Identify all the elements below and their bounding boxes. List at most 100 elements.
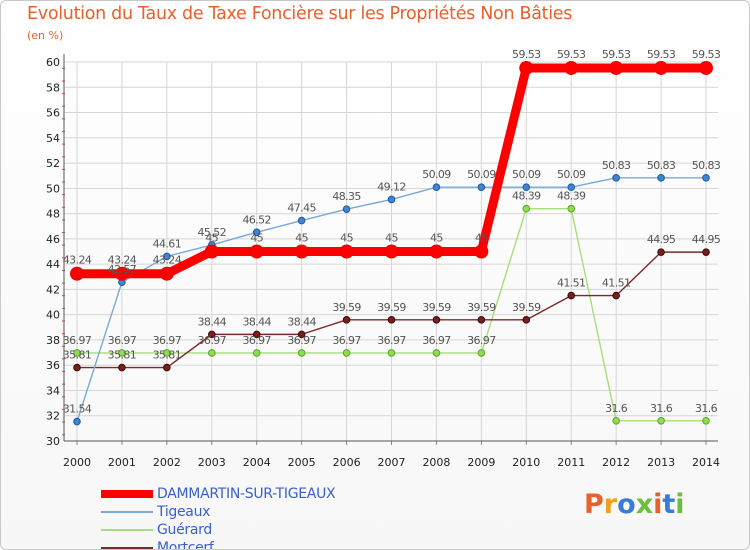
legend-swatch (101, 547, 153, 549)
data-point (163, 252, 171, 261)
y-tick-label: 32 (46, 410, 60, 423)
data-label: 36.97 (198, 334, 227, 347)
proxiti-logo: Proxiti (584, 489, 685, 520)
data-label: 45 (295, 232, 308, 245)
y-tick-label: 34 (46, 384, 60, 397)
data-label: 59.53 (512, 48, 541, 61)
data-label: 59.53 (692, 48, 721, 61)
x-tick-label: 2013 (647, 456, 675, 469)
data-point (612, 174, 620, 182)
data-label: 36.97 (153, 334, 182, 347)
data-point (702, 416, 710, 425)
data-point (564, 60, 579, 75)
data-point (432, 349, 441, 357)
data-label: 50.83 (692, 159, 721, 172)
data-label: 50.09 (512, 168, 541, 181)
data-point (432, 316, 441, 324)
data-label: 41.51 (602, 277, 631, 290)
data-label: 43.24 (63, 254, 92, 267)
data-point (387, 316, 396, 324)
logo-letter: o (617, 489, 636, 520)
data-label: 31.6 (605, 402, 628, 415)
data-label: 45 (340, 232, 353, 245)
legend-swatch (101, 529, 153, 531)
data-point (163, 363, 171, 372)
data-point (474, 244, 489, 259)
data-point (477, 316, 486, 324)
x-tick-label: 2009 (467, 456, 495, 469)
chart-title: Evolution du Taux de Taxe Foncière sur l… (27, 4, 573, 24)
y-tick-label: 56 (46, 107, 60, 120)
y-tick-label: 54 (46, 132, 60, 145)
data-label: 43.24 (153, 254, 182, 267)
data-point (384, 244, 399, 259)
data-label: 36.97 (377, 334, 406, 347)
data-label: 39.59 (422, 301, 451, 314)
data-point (297, 330, 306, 339)
y-tick-label: 40 (46, 309, 60, 322)
data-label: 47.45 (287, 202, 316, 215)
x-tick-label: 2007 (378, 456, 406, 469)
data-point (204, 244, 219, 259)
y-tick-label: 36 (46, 359, 60, 372)
data-point (252, 228, 261, 237)
logo-letter: r (603, 489, 618, 520)
data-point (522, 204, 531, 213)
data-point (702, 174, 710, 182)
legend-item: Mortcerf (101, 539, 335, 549)
data-point (654, 60, 669, 75)
x-tick-label: 2012 (602, 456, 630, 469)
data-label: 39.59 (377, 301, 406, 314)
data-label: 45 (250, 232, 263, 245)
y-tick-label: 38 (46, 334, 60, 347)
data-point (387, 349, 396, 357)
legend-label: Guérard (157, 522, 212, 538)
data-label: 42.57 (108, 263, 137, 276)
legend-label: Tigeaux (157, 504, 211, 520)
data-label: 38.44 (242, 315, 271, 328)
y-tick-label: 48 (46, 208, 60, 221)
x-tick-label: 2003 (198, 456, 226, 469)
data-point (342, 316, 351, 324)
data-point (429, 244, 444, 259)
data-point (73, 363, 81, 372)
data-label: 43.24 (108, 254, 137, 267)
data-point (612, 416, 620, 425)
y-tick-label: 52 (46, 157, 60, 170)
x-tick-label: 2000 (63, 456, 91, 469)
data-label: 39.59 (512, 301, 541, 314)
data-label: 31.6 (650, 402, 673, 415)
x-tick-label: 2005 (288, 456, 316, 469)
data-label: 48.35 (332, 190, 361, 203)
y-tick-label: 44 (46, 258, 60, 271)
x-tick-label: 2004 (243, 456, 271, 469)
data-point (477, 349, 486, 357)
legend-item: Guérard (101, 521, 335, 539)
data-label: 59.53 (602, 48, 631, 61)
data-point (73, 349, 81, 357)
x-tick-label: 2014 (692, 456, 720, 469)
data-point (567, 204, 576, 213)
x-tick-label: 2001 (108, 456, 136, 469)
x-tick-label: 2010 (512, 456, 540, 469)
data-label: 50.83 (647, 159, 676, 172)
x-tick-label: 2011 (557, 456, 585, 469)
data-label: 36.97 (63, 334, 92, 347)
legend-item: Tigeaux (101, 503, 335, 521)
data-point (70, 266, 84, 281)
y-tick-label: 60 (46, 56, 60, 69)
data-label: 45 (430, 232, 443, 245)
y-tick-label: 30 (46, 435, 60, 448)
data-label: 35.81 (108, 349, 137, 362)
data-point (612, 291, 620, 300)
data-point (657, 416, 665, 425)
logo-letter: P (584, 489, 604, 520)
data-label: 50.09 (467, 168, 496, 181)
data-label: 35.81 (63, 349, 92, 362)
data-point (249, 244, 264, 259)
data-point (477, 183, 486, 191)
data-label: 31.54 (63, 403, 92, 416)
data-point (252, 330, 261, 339)
